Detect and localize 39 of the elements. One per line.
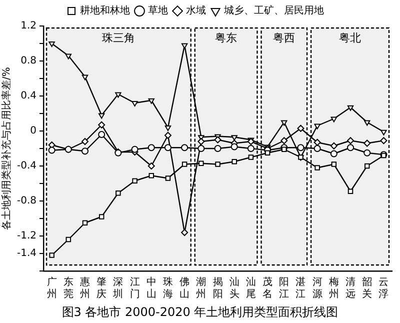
x-tick-label: 深圳 [112,277,124,301]
x-tick-label: 汕尾 [245,277,256,301]
x-tick-label: 揭阳 [212,277,224,301]
y-tick-label: -1.2 [16,230,37,242]
x-tick-label: 佛山 [179,277,190,301]
x-tick-label: 茂名 [262,277,274,301]
band-label: 粤北 [339,31,362,44]
x-tick-label: 广州 [46,277,58,301]
y-tick-label: -0.8 [16,196,37,207]
x-tick-label: 惠州 [79,277,90,301]
caption: 图3 各地市 2000-2020 年土地利用类型面积折线图 [60,304,340,321]
legend-label: 草地 [148,4,168,17]
x-tick-label: 中山 [146,277,157,301]
legend-label: 耕地和林地 [80,4,130,17]
y-tick-label: 0.4 [20,90,37,102]
x-tick-label: 东莞 [62,277,74,301]
y-tick-label: -1.4 [16,248,37,260]
x-tick-label: 梅州 [328,277,340,301]
y-tick-label: -0.4 [16,160,37,172]
x-tick-label: 清远 [345,277,356,301]
x-tick-label: 潮州 [196,277,207,301]
x-tick-label: 云浮 [378,277,390,301]
y-axis-title: 各土地利用类型补充与占用比率差/% [0,67,13,230]
band-label: 珠三角 [102,31,136,44]
x-tick-label: 韶关 [362,277,373,301]
legend-label: 水域 [186,4,206,17]
y-tick-label: 0 [30,126,37,137]
x-tick-label: 汕头 [228,277,240,301]
band-label: 粤西 [273,31,296,44]
y-tick-label: 1.2 [20,20,37,32]
x-tick-label: 阳江 [278,277,290,301]
band-label: 粤东 [215,31,238,44]
x-tick-label: 珠海 [162,277,174,301]
x-tick-label: 江门 [129,277,140,301]
legend-label: 城乡、工矿、居民用地 [223,4,324,17]
x-tick-label: 河源 [312,277,323,301]
x-tick-label: 肇庆 [96,277,108,301]
y-tick-label: 0.8 [20,56,37,67]
x-tick-label: 湛江 [295,277,306,301]
